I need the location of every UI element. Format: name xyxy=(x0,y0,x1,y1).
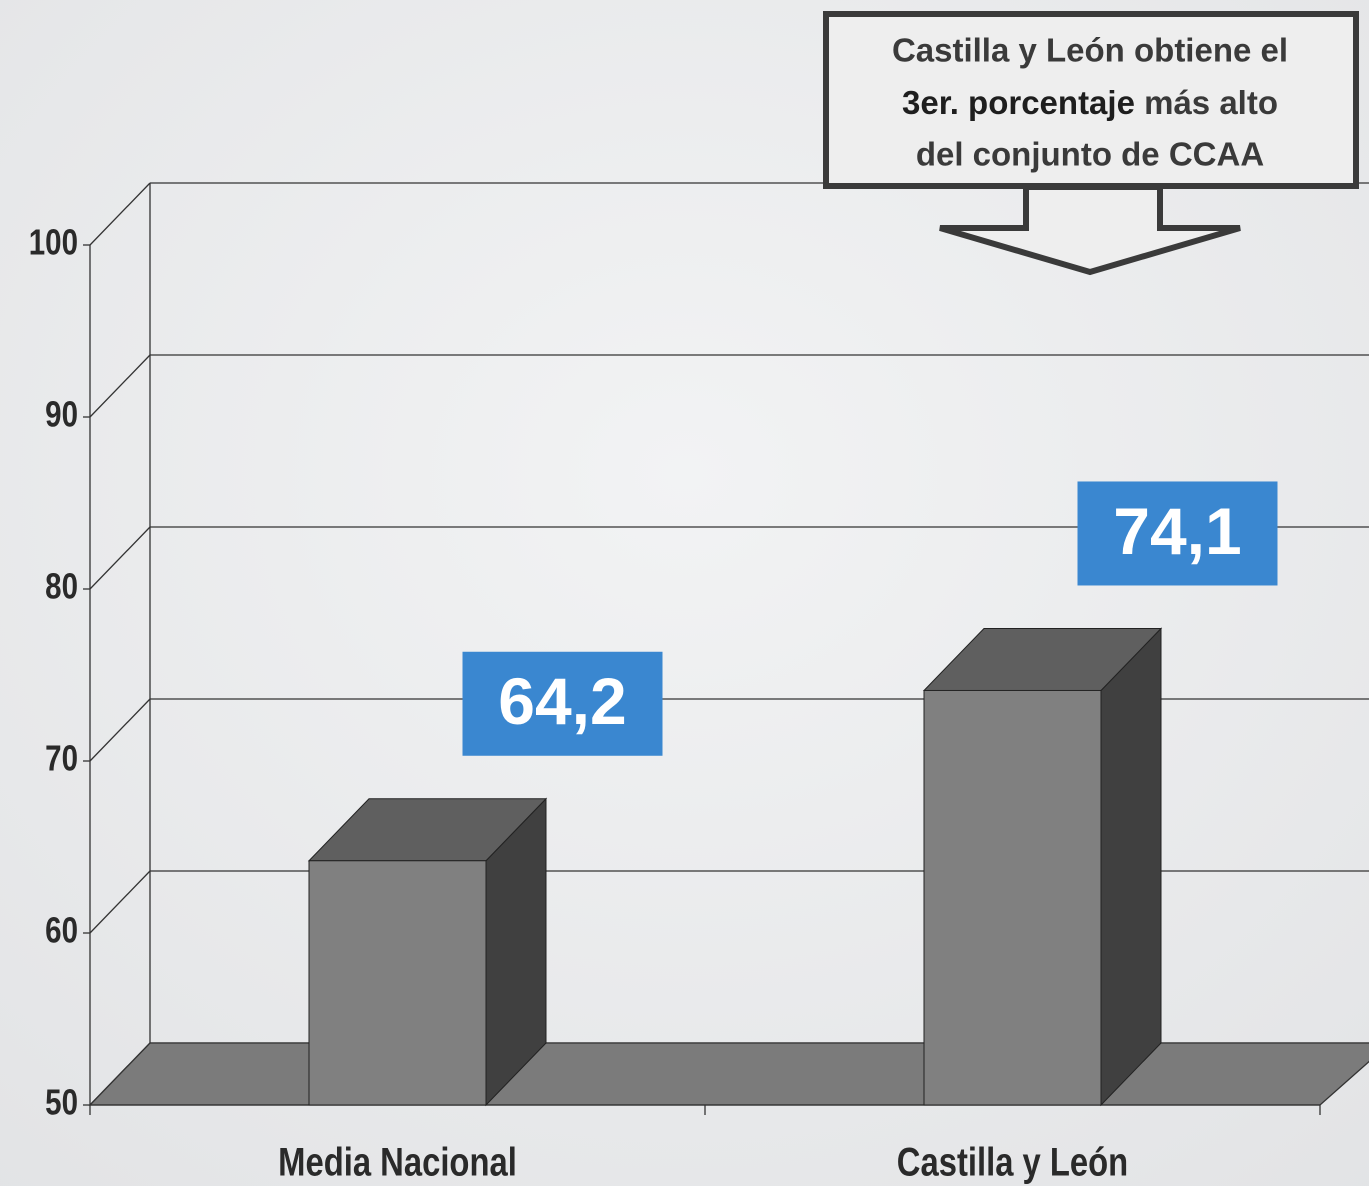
x-tick-label: Castilla y León xyxy=(897,1139,1128,1184)
annotation-line: 3er. porcentaje más alto xyxy=(902,84,1278,121)
floor xyxy=(88,1042,1369,1106)
y-tick-label: 50 xyxy=(45,1082,78,1122)
value-label: 74,1 xyxy=(1113,494,1241,568)
grid-line-side xyxy=(89,354,151,418)
callout-box xyxy=(823,11,1359,189)
grid-line-side xyxy=(89,870,151,934)
grid-line-side xyxy=(89,182,151,246)
annotation-line: Castilla y León obtiene el xyxy=(892,32,1288,69)
annotation-text: más alto xyxy=(1144,84,1278,121)
callout-arrow xyxy=(939,184,1241,276)
grid-line-side xyxy=(89,698,151,762)
x-tick-label: Media Nacional xyxy=(278,1139,517,1184)
callout: Castilla y León obtiene el 3er. porcenta… xyxy=(823,11,1359,276)
grid-line-side xyxy=(89,526,151,590)
y-tick-label: 70 xyxy=(45,738,78,778)
y-tick-label: 80 xyxy=(45,566,78,606)
annotation-line: del conjunto de CCAA xyxy=(916,136,1264,173)
y-tick-label: 60 xyxy=(45,910,78,950)
value-label: 64,2 xyxy=(498,664,626,738)
bar xyxy=(308,860,487,1106)
bar-side xyxy=(1100,627,1162,1107)
y-tick-label: 100 xyxy=(29,222,78,262)
bar xyxy=(923,689,1102,1106)
value-label-box xyxy=(1077,481,1278,586)
y-tick-label: 90 xyxy=(45,394,78,434)
value-label-box xyxy=(462,651,663,756)
annotation-bold: 3er. porcentaje xyxy=(902,84,1135,121)
